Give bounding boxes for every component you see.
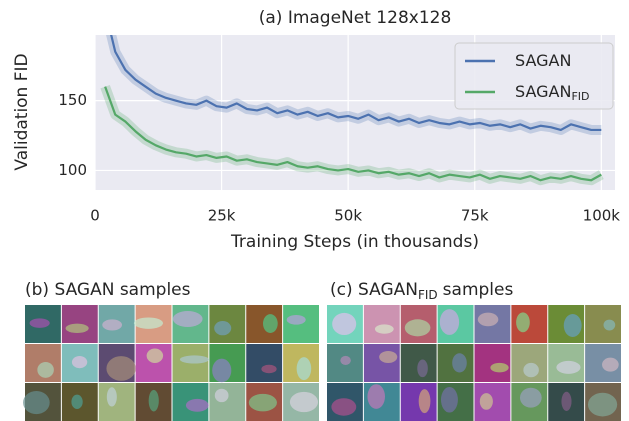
legend-label-sub: FID <box>571 90 589 103</box>
panel-title-rest: samples <box>443 280 514 300</box>
sample-detail <box>214 320 232 336</box>
sample-detail <box>102 319 123 331</box>
panel-title: (c) SAGANFID samples <box>330 280 513 302</box>
sample-detail <box>148 389 159 412</box>
sample-detail <box>374 324 394 334</box>
sample-detail <box>214 388 229 403</box>
sample-detail <box>404 319 431 337</box>
sample-detail <box>516 312 530 333</box>
sample-detail <box>561 391 572 411</box>
sample-detail <box>262 314 278 333</box>
sample-detail <box>296 357 312 381</box>
y-axis-label: Validation FID <box>12 53 32 170</box>
legend-label: SAGAN <box>515 51 571 70</box>
sample-detail <box>602 357 619 372</box>
sample-detail <box>65 323 89 333</box>
sample-detail <box>439 309 460 335</box>
legend-label-main: SAGAN <box>515 82 571 101</box>
sample-detail <box>367 384 385 409</box>
sample-detail <box>106 387 117 407</box>
sample-image <box>363 305 400 343</box>
sample-detail <box>331 398 357 416</box>
sample-detail <box>379 350 398 364</box>
sample-detail <box>261 364 277 374</box>
sample-image <box>98 383 135 421</box>
sample-detail <box>452 353 467 373</box>
sample-image <box>209 383 246 421</box>
sample-detail <box>106 356 136 381</box>
sample-detail <box>37 361 54 378</box>
chart-title: (a) ImageNet 128x128 <box>259 8 452 28</box>
sample-detail <box>417 359 428 378</box>
sample-detail <box>172 310 203 328</box>
y-tick-label: 150 <box>58 91 87 109</box>
sample-detail <box>29 318 50 328</box>
panel-title: (b) SAGAN samples <box>25 280 191 300</box>
sample-detail <box>332 312 357 336</box>
sample-detail <box>23 390 50 415</box>
sample-detail <box>519 387 542 408</box>
sample-detail <box>440 386 458 413</box>
y-tick-label: 100 <box>58 161 87 179</box>
sample-image <box>283 305 319 343</box>
panel-title-sub: FID <box>418 288 438 302</box>
sample-detail <box>248 393 277 412</box>
sample-detail <box>477 312 499 327</box>
x-tick-label: 25k <box>208 207 236 225</box>
sample-detail <box>133 317 164 329</box>
sample-image <box>363 344 400 382</box>
legend-label-main: SAGAN <box>515 51 571 70</box>
panel-title-main: (c) SAGAN <box>330 280 418 300</box>
sample-image <box>474 344 511 382</box>
sample-detail <box>71 394 83 410</box>
x-tick-label: 75k <box>461 207 489 225</box>
x-axis-label: Training Steps (in thousands) <box>230 232 479 252</box>
sample-detail <box>587 392 618 417</box>
sample-image <box>400 383 437 421</box>
sample-detail <box>479 393 493 410</box>
sample-detail <box>289 391 319 413</box>
sample-detail <box>212 358 232 383</box>
sample-image <box>585 305 621 343</box>
series-line <box>110 35 602 132</box>
sample-detail <box>286 314 306 325</box>
sample-detail <box>340 355 351 365</box>
sample-detail <box>556 360 581 374</box>
sample-detail <box>71 355 88 369</box>
sample-image <box>246 344 283 382</box>
sample-detail <box>603 319 616 331</box>
x-tick-label: 0 <box>90 207 100 225</box>
legend-label: SAGANFID <box>515 82 589 104</box>
x-tick-label: 50k <box>334 207 362 225</box>
sample-detail <box>523 362 539 378</box>
sample-detail <box>418 389 431 414</box>
x-tick-label: 100k <box>583 207 621 225</box>
sample-detail <box>179 355 210 364</box>
sample-detail <box>185 398 209 412</box>
sample-detail <box>563 314 582 337</box>
sample-detail <box>146 348 164 363</box>
sample-detail <box>490 362 509 373</box>
series-line <box>104 86 602 182</box>
